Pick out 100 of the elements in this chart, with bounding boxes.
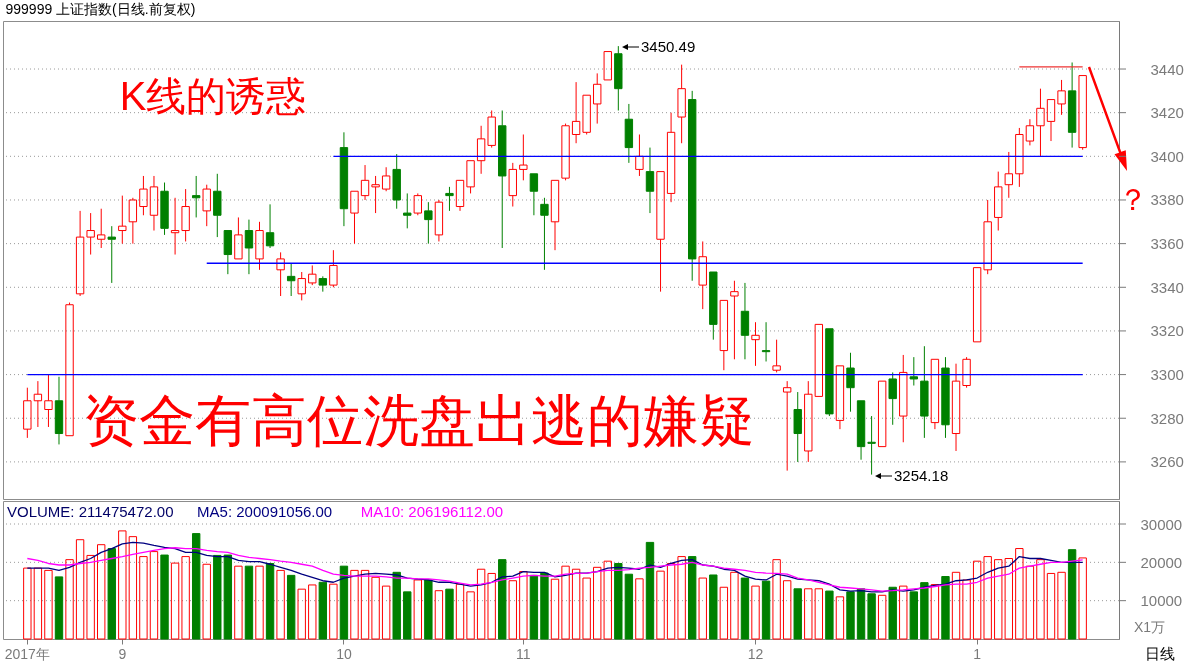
text: MA5: 200091056.00 xyxy=(197,503,333,520)
bar xyxy=(656,570,665,640)
candlestick xyxy=(170,197,180,256)
candlestick xyxy=(719,299,729,371)
y-tick-label: 3440 xyxy=(1150,60,1184,78)
bar xyxy=(645,541,655,640)
candlestick xyxy=(234,216,243,260)
bar xyxy=(392,571,401,640)
bar xyxy=(1067,549,1077,640)
candlestick xyxy=(455,179,465,212)
candlestick xyxy=(951,363,961,452)
bar xyxy=(202,563,211,640)
candlestick xyxy=(983,199,992,275)
candlestick xyxy=(645,147,655,214)
candlestick xyxy=(244,219,254,275)
bar xyxy=(424,579,433,640)
bar xyxy=(688,556,697,640)
candlestick xyxy=(44,374,53,428)
y-tick-label: 10000 xyxy=(1140,592,1183,610)
candlestick xyxy=(434,199,444,242)
annotation: VOLUME: 211475472.00 xyxy=(7,503,174,520)
candlestick xyxy=(498,109,507,249)
bar xyxy=(455,583,465,640)
candlestick xyxy=(972,267,982,343)
candlestick xyxy=(476,125,486,175)
candlestick xyxy=(962,356,971,389)
candlestick xyxy=(1067,61,1077,149)
bar xyxy=(540,572,549,640)
x-tick-label: 12 xyxy=(747,645,764,662)
bar xyxy=(888,586,897,640)
candlestick xyxy=(213,173,222,238)
candlestick xyxy=(856,400,866,461)
x-tick-label: 1 xyxy=(973,645,982,662)
bar xyxy=(44,569,53,640)
bar xyxy=(339,565,349,640)
candlestick xyxy=(403,192,412,229)
bar xyxy=(308,584,317,640)
y-tick-label: 3420 xyxy=(1150,104,1184,122)
bar xyxy=(782,580,792,640)
bar xyxy=(466,591,475,640)
bar xyxy=(413,579,422,640)
bar xyxy=(508,580,517,640)
y-tick-label: 30000 xyxy=(1140,515,1183,533)
bar xyxy=(255,565,264,640)
bar xyxy=(719,586,729,640)
bar xyxy=(698,577,707,640)
x-axis-title: 日线 xyxy=(1144,644,1175,662)
candlestick xyxy=(86,212,95,256)
y-axis-title: X1万 xyxy=(1133,618,1166,635)
y-tick-label: 3280 xyxy=(1150,409,1184,427)
bar xyxy=(1015,548,1024,640)
bar xyxy=(624,573,634,640)
bar xyxy=(139,556,148,640)
candlestick xyxy=(593,72,602,125)
bar xyxy=(191,533,201,640)
candlestick xyxy=(751,321,760,367)
y-tick-label: 3340 xyxy=(1150,278,1184,296)
candlestick xyxy=(54,376,64,445)
bar xyxy=(666,562,676,640)
candlestick xyxy=(571,81,581,144)
candlestick xyxy=(1057,79,1066,116)
candlestick xyxy=(740,282,750,360)
candlestick xyxy=(350,190,359,245)
bar xyxy=(793,588,802,640)
bar xyxy=(371,576,380,640)
candlestick xyxy=(75,210,85,297)
text: ？ xyxy=(1118,183,1148,216)
candlestick xyxy=(666,112,676,203)
bar xyxy=(329,583,338,640)
bar xyxy=(835,596,845,640)
bar xyxy=(128,536,138,640)
bar xyxy=(529,574,539,640)
candlestick xyxy=(603,51,612,81)
candlestick xyxy=(33,380,43,428)
bar xyxy=(972,560,982,640)
candlestick xyxy=(899,354,908,443)
bar xyxy=(519,571,528,640)
x-tick-label: 9 xyxy=(118,645,127,662)
bar xyxy=(286,574,296,640)
annotation: K线的诱惑 xyxy=(119,74,307,118)
bar xyxy=(867,593,876,640)
candlestick xyxy=(656,171,665,293)
candlestick xyxy=(941,356,950,439)
bar xyxy=(730,571,739,640)
candlestick xyxy=(1036,88,1045,157)
bar xyxy=(761,580,771,640)
bar xyxy=(149,551,159,640)
text: MA10: 206196112.00 xyxy=(360,503,504,520)
bar xyxy=(899,585,908,640)
candlestick xyxy=(1078,75,1087,151)
bar xyxy=(23,567,32,640)
bar xyxy=(930,584,940,640)
bar xyxy=(170,562,180,640)
candlestick xyxy=(381,166,391,192)
bar xyxy=(107,548,116,640)
candlestick xyxy=(1004,151,1013,199)
candlestick xyxy=(730,280,739,360)
bar xyxy=(318,581,328,640)
bar xyxy=(97,544,106,640)
bar xyxy=(54,576,64,640)
